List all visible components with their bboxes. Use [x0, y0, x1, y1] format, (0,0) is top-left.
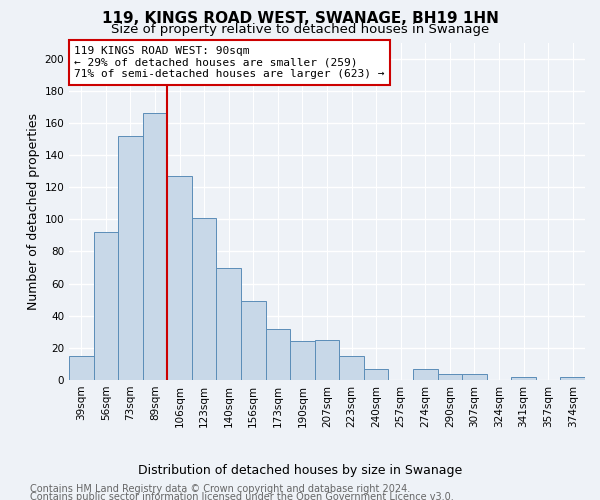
Bar	[315, 340, 339, 380]
Text: Distribution of detached houses by size in Swanage: Distribution of detached houses by size …	[138, 464, 462, 477]
Text: 119 KINGS ROAD WEST: 90sqm
← 29% of detached houses are smaller (259)
71% of sem: 119 KINGS ROAD WEST: 90sqm ← 29% of deta…	[74, 46, 385, 79]
Bar	[94, 232, 118, 380]
Bar	[462, 374, 487, 380]
Text: Size of property relative to detached houses in Swanage: Size of property relative to detached ho…	[111, 22, 489, 36]
Y-axis label: Number of detached properties: Number of detached properties	[27, 113, 40, 310]
Bar	[143, 113, 167, 380]
Text: Contains public sector information licensed under the Open Government Licence v3: Contains public sector information licen…	[30, 492, 454, 500]
Bar	[511, 377, 536, 380]
Bar	[560, 377, 585, 380]
Bar	[167, 176, 192, 380]
Bar	[241, 301, 266, 380]
Bar	[69, 356, 94, 380]
Bar	[192, 218, 217, 380]
Bar	[217, 268, 241, 380]
Bar	[118, 136, 143, 380]
Bar	[437, 374, 462, 380]
Text: Contains HM Land Registry data © Crown copyright and database right 2024.: Contains HM Land Registry data © Crown c…	[30, 484, 410, 494]
Bar	[413, 369, 437, 380]
Bar	[364, 369, 388, 380]
Bar	[290, 342, 315, 380]
Bar	[266, 328, 290, 380]
Text: 119, KINGS ROAD WEST, SWANAGE, BH19 1HN: 119, KINGS ROAD WEST, SWANAGE, BH19 1HN	[101, 11, 499, 26]
Bar	[339, 356, 364, 380]
